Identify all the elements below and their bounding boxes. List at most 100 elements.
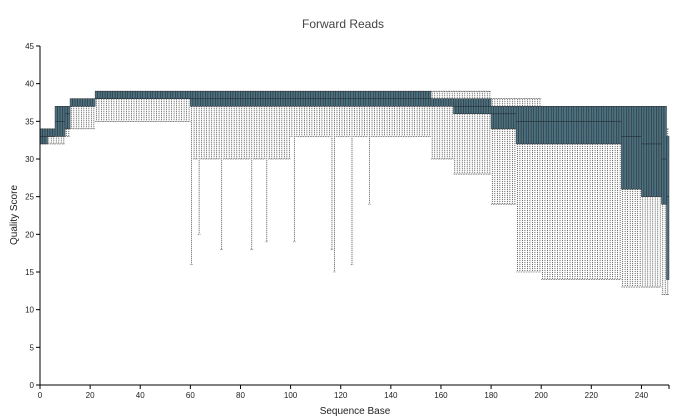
base-163-box bbox=[445, 90, 449, 160]
base-171-box bbox=[465, 90, 469, 175]
base-87-box bbox=[255, 90, 259, 160]
iqr-box bbox=[490, 106, 494, 130]
x-tick-label: 220 bbox=[585, 391, 599, 400]
base-62-box bbox=[192, 90, 196, 160]
base-156-box bbox=[428, 90, 432, 137]
base-89-box bbox=[260, 90, 264, 160]
base-11-box bbox=[64, 105, 68, 137]
base-129-box bbox=[360, 90, 364, 137]
base-105-box bbox=[300, 90, 304, 137]
iqr-box bbox=[601, 106, 605, 145]
base-118-box bbox=[332, 90, 336, 273]
x-tick-label: 60 bbox=[186, 391, 195, 400]
base-103-box bbox=[295, 90, 299, 137]
base-30-box bbox=[112, 90, 116, 122]
base-213-box bbox=[571, 105, 575, 280]
iqr-box bbox=[623, 106, 627, 190]
base-135-box bbox=[375, 90, 379, 137]
base-176-box bbox=[478, 90, 482, 175]
base-249-box bbox=[661, 105, 665, 295]
base-152-box bbox=[418, 90, 422, 137]
iqr-box bbox=[438, 98, 442, 107]
iqr-box bbox=[598, 106, 602, 145]
base-202-box bbox=[543, 105, 547, 280]
iqr-box bbox=[87, 98, 91, 107]
iqr-box bbox=[611, 106, 615, 145]
base-191-box bbox=[515, 98, 519, 273]
base-2-box bbox=[42, 128, 46, 145]
base-197-box bbox=[530, 98, 534, 273]
base-159-box bbox=[435, 90, 439, 160]
base-242-box bbox=[643, 105, 647, 288]
base-114-box bbox=[322, 90, 326, 137]
base-143-box bbox=[395, 90, 399, 137]
iqr-box bbox=[49, 128, 53, 137]
iqr-box bbox=[568, 106, 572, 145]
base-235-box bbox=[626, 105, 630, 288]
base-151-box bbox=[415, 90, 419, 137]
base-144-box bbox=[398, 90, 402, 137]
base-169-box bbox=[460, 90, 464, 175]
base-65-box bbox=[200, 90, 204, 160]
base-22-box bbox=[92, 98, 96, 130]
iqr-box bbox=[653, 106, 657, 197]
iqr-box bbox=[500, 106, 504, 130]
iqr-box bbox=[79, 98, 83, 107]
iqr-box bbox=[648, 106, 652, 197]
base-16-box bbox=[77, 98, 81, 130]
x-tick-label: 180 bbox=[484, 391, 498, 400]
x-tick-label: 0 bbox=[38, 391, 43, 400]
iqr-box bbox=[175, 90, 179, 99]
base-48-box bbox=[157, 90, 161, 122]
iqr-box bbox=[160, 90, 164, 99]
iqr-box bbox=[74, 98, 78, 107]
base-192-box bbox=[518, 98, 522, 273]
base-150-box bbox=[413, 90, 417, 137]
base-220-box bbox=[588, 105, 592, 280]
iqr-box bbox=[77, 98, 81, 107]
y-tick-label: 0 bbox=[30, 381, 35, 390]
base-211-box bbox=[566, 105, 570, 280]
base-240-box bbox=[638, 105, 642, 288]
iqr-box bbox=[638, 106, 642, 190]
iqr-box bbox=[162, 90, 166, 99]
base-44-box bbox=[147, 90, 151, 122]
iqr-box bbox=[661, 106, 665, 205]
iqr-box bbox=[606, 106, 610, 145]
base-173-box bbox=[470, 90, 474, 175]
base-223-box bbox=[596, 105, 600, 280]
iqr-box bbox=[64, 106, 68, 130]
iqr-box bbox=[573, 106, 577, 145]
base-121-box bbox=[340, 90, 344, 137]
base-137-box bbox=[380, 90, 384, 137]
y-tick-label: 40 bbox=[25, 80, 34, 89]
base-215-box bbox=[576, 105, 580, 280]
base-14-box bbox=[72, 98, 76, 130]
iqr-box bbox=[433, 98, 437, 107]
base-43-box bbox=[145, 90, 149, 122]
base-79-box bbox=[235, 90, 239, 160]
iqr-box bbox=[150, 90, 154, 99]
base-193-box bbox=[520, 98, 524, 273]
base-76-box bbox=[227, 90, 231, 160]
base-93-box bbox=[270, 90, 274, 160]
iqr-box bbox=[525, 106, 529, 145]
base-58-box bbox=[182, 90, 186, 122]
base-153-box bbox=[420, 90, 424, 137]
base-74-box bbox=[222, 90, 226, 160]
iqr-box bbox=[170, 90, 174, 99]
base-136-box bbox=[378, 90, 382, 137]
iqr-box bbox=[628, 106, 632, 190]
base-177-box bbox=[480, 90, 484, 175]
x-tick-label: 200 bbox=[535, 391, 549, 400]
base-81-box bbox=[240, 90, 244, 160]
iqr-box bbox=[646, 106, 650, 197]
iqr-box bbox=[182, 90, 186, 99]
base-138-box bbox=[383, 90, 387, 137]
base-86-box bbox=[252, 90, 256, 160]
iqr-box bbox=[187, 90, 191, 99]
iqr-box bbox=[112, 90, 116, 99]
base-233-box bbox=[621, 105, 625, 288]
base-170-box bbox=[463, 90, 467, 175]
base-246-box bbox=[653, 105, 657, 288]
